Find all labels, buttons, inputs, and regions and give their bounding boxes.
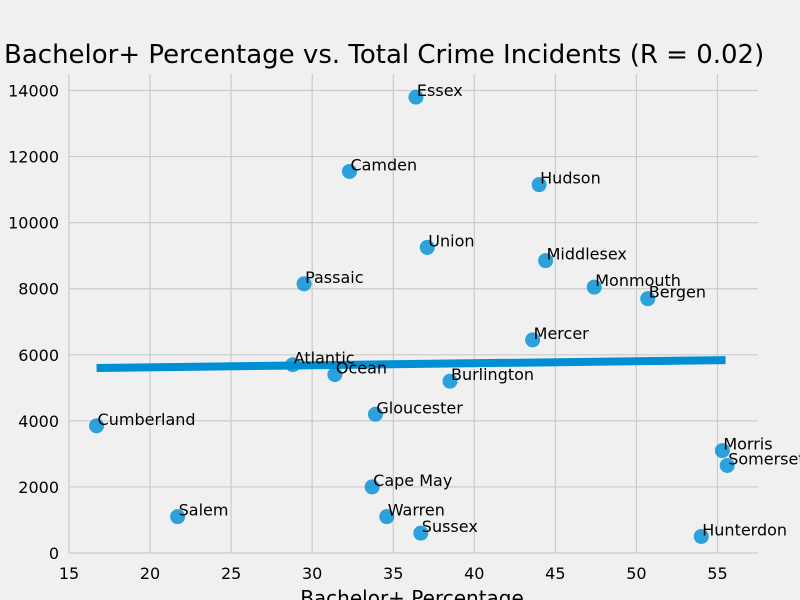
data-point — [586, 279, 602, 295]
data-point — [285, 357, 301, 373]
y-tick-label: 4000 — [18, 412, 59, 431]
data-point — [693, 528, 709, 544]
data-point — [419, 239, 435, 255]
data-point — [640, 291, 656, 307]
data-point — [367, 406, 383, 422]
point-label: Passaic — [305, 268, 363, 287]
point-label: Camden — [350, 155, 417, 174]
y-tick-labels: 0 2000 4000 6000 8000 10000 12000 14000 — [8, 82, 59, 563]
data-point — [364, 479, 380, 495]
y-tick-label: 2000 — [18, 478, 59, 497]
point-label: Burlington — [451, 365, 534, 384]
data-point — [413, 525, 429, 541]
point-label: Union — [428, 231, 474, 250]
trendline — [96, 356, 726, 373]
plot-area — [69, 74, 758, 553]
x-tick-label: 40 — [464, 564, 484, 583]
point-label: Cumberland — [98, 410, 196, 429]
x-axis-label: Bachelor+ Percentage — [300, 586, 524, 600]
grid-lines — [68, 74, 758, 554]
y-tick-label: 6000 — [18, 346, 59, 365]
point-label: Hunterdon — [702, 520, 787, 539]
data-point — [408, 89, 424, 105]
data-point — [379, 509, 395, 525]
x-tick-label: 30 — [302, 564, 322, 583]
data-point — [531, 177, 547, 193]
point-label: Sussex — [422, 517, 478, 536]
x-tick-label: 25 — [221, 564, 241, 583]
point-label: Warren — [388, 501, 445, 520]
data-point — [719, 457, 735, 473]
x-tick-label: 50 — [626, 564, 646, 583]
x-tick-label: 20 — [140, 564, 160, 583]
y-tick-label: 12000 — [8, 148, 59, 167]
data-point — [525, 332, 541, 348]
point-label: Mercer — [534, 324, 590, 343]
point-label: Essex — [417, 81, 463, 100]
data-point — [341, 163, 357, 179]
data-point — [89, 418, 105, 434]
point-label: Monmouth — [595, 271, 681, 290]
point-label: Somerset — [728, 449, 800, 468]
points-layer — [89, 89, 735, 544]
data-point — [170, 509, 186, 525]
point-label: Middlesex — [547, 245, 627, 264]
point-label: Hudson — [540, 169, 601, 188]
point-labels-layer: Essex Camden Hudson Union Middlesex Passaic Mo… — [98, 81, 800, 539]
point-label: Bergen — [649, 283, 706, 302]
point-label: Cape May — [373, 471, 452, 490]
data-point — [296, 276, 312, 292]
y-tick-label: 10000 — [8, 214, 59, 233]
point-label: Salem — [179, 501, 229, 520]
point-label: Atlantic — [294, 349, 355, 368]
x-tick-labels: 15 20 25 30 35 40 45 50 55 — [59, 564, 728, 583]
trendline-layer — [96, 356, 726, 373]
data-point — [442, 373, 458, 389]
data-point — [538, 253, 554, 269]
point-label: Gloucester — [376, 398, 463, 417]
data-point — [327, 367, 343, 383]
chart-title: Bachelor+ Percentage vs. Total Crime Inc… — [4, 40, 764, 70]
y-tick-label: 8000 — [18, 280, 59, 299]
y-tick-label: 0 — [49, 544, 59, 563]
x-tick-label: 35 — [383, 564, 403, 583]
x-tick-label: 55 — [707, 564, 727, 583]
point-label: Ocean — [336, 359, 387, 378]
x-tick-label: 45 — [545, 564, 565, 583]
y-tick-label: 14000 — [8, 82, 59, 101]
data-point — [714, 443, 730, 459]
point-label: Morris — [723, 435, 772, 454]
x-tick-label: 15 — [59, 564, 79, 583]
